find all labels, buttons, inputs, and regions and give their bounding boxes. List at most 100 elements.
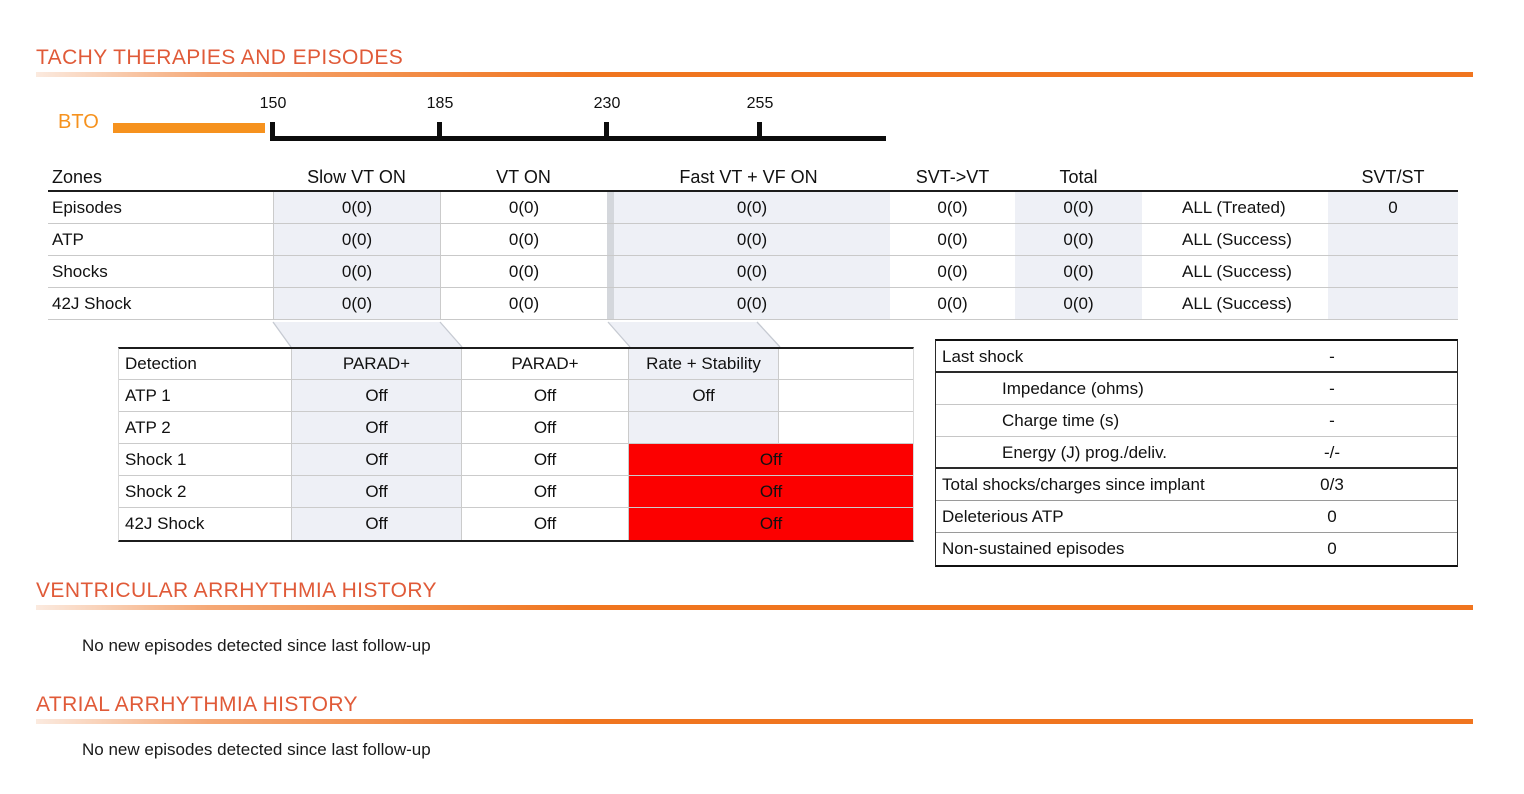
zone-cell: 0(0): [273, 288, 440, 319]
therapy-cell: [628, 412, 778, 443]
row-label: ATP 1: [125, 386, 171, 405]
col-header-svt-vt: SVT->VT: [915, 167, 990, 187]
summary-value: -: [1329, 347, 1335, 366]
zone-cell: 0: [1328, 192, 1458, 223]
summary-label: Non-sustained episodes: [942, 539, 1125, 558]
therapy-cell: Off: [291, 412, 461, 443]
ventricular-section-title: VENTRICULAR ARRHYTHMIA HISTORY: [36, 579, 437, 602]
therapy-cell-alert: Off: [628, 444, 913, 475]
zone-cell: 0(0): [607, 256, 890, 287]
section-rule: [36, 72, 1473, 77]
therapy-cell: Off: [628, 380, 778, 411]
summary-row-total-shocks: Total shocks/charges since implant 0/3: [936, 469, 1457, 501]
ventricular-status-text: No new episodes detected since last foll…: [82, 636, 431, 655]
table-row-atp1: ATP 1 Off Off Off: [119, 380, 913, 412]
zone-cell: 0(0): [607, 288, 890, 319]
table-row-shock2: Shock 2 Off Off Off: [119, 476, 913, 508]
summary-label: Charge time (s): [1002, 411, 1120, 430]
empty-cell: [778, 349, 913, 379]
therapy-cell: Off: [461, 380, 628, 411]
detection-table-header: Detection PARAD+ PARAD+ Rate + Stability: [119, 349, 913, 380]
therapy-cell: Off: [291, 380, 461, 411]
table-row-42j-shock-det: 42J Shock Off Off Off: [119, 508, 913, 540]
rate-tick: [757, 122, 762, 141]
zone-cell: 0(0): [273, 256, 440, 287]
table-row-42j-shock: 42J Shock 0(0) 0(0) 0(0) 0(0) 0(0) ALL (…: [48, 288, 1458, 320]
zone-cell: 0(0): [937, 262, 968, 281]
zone-cell: 0(0): [1015, 192, 1142, 223]
row-label: ATP 2: [125, 418, 171, 437]
rate-tick-label: 150: [259, 95, 287, 112]
all-scope-label: ALL (Success): [1182, 230, 1292, 249]
col-header-spacer: [1142, 163, 1328, 190]
summary-row-energy: Energy (J) prog./deliv. -/-: [936, 437, 1457, 469]
atrial-status-text: No new episodes detected since last foll…: [82, 740, 431, 759]
therapy-cell: Off: [461, 412, 628, 443]
col-header-total: Total: [1059, 167, 1098, 187]
col-header-svt-st: SVT/ST: [1361, 167, 1425, 187]
rate-tick: [437, 122, 442, 141]
col-header-zones: Zones: [52, 167, 103, 187]
zone-cell: [1328, 288, 1458, 319]
summary-row-impedance: Impedance (ohms) -: [936, 373, 1457, 405]
row-label: ATP: [52, 230, 84, 249]
table-row-atp: ATP 0(0) 0(0) 0(0) 0(0) 0(0) ALL (Succes…: [48, 224, 1458, 256]
all-scope-label: ALL (Success): [1182, 262, 1292, 281]
therapy-cell: Off: [291, 476, 461, 507]
zone-cell: [1328, 224, 1458, 255]
row-label: 42J Shock: [125, 514, 205, 533]
section-rule: [36, 605, 1473, 610]
rate-tick-label: 255: [746, 95, 774, 112]
zone-cell: 0(0): [1015, 256, 1142, 287]
zones-table-header: Zones Slow VT ON VT ON Fast VT + VF ON S…: [48, 163, 1458, 192]
col-header-fast-vt-vf: Fast VT + VF ON: [679, 167, 818, 187]
col-header-slow-vt: Slow VT ON: [307, 167, 406, 187]
zones-episodes-table: Zones Slow VT ON VT ON Fast VT + VF ON S…: [48, 163, 1458, 320]
rate-tick-label: 185: [426, 95, 454, 112]
zone-cell: 0(0): [607, 224, 890, 255]
zone-cell: 0(0): [440, 192, 607, 223]
zone-cell: 0(0): [440, 256, 607, 287]
detection-therapy-table: Detection PARAD+ PARAD+ Rate + Stability…: [118, 347, 914, 542]
row-label: Shocks: [52, 262, 108, 281]
row-label: Shock 1: [125, 450, 187, 469]
zone-cell: 0(0): [440, 224, 607, 255]
empty-cell: [778, 380, 913, 411]
zone-column-connectors: [272, 321, 781, 348]
zone-cell: 0(0): [273, 192, 440, 223]
summary-value: 0: [1327, 507, 1337, 526]
all-scope-label: ALL (Success): [1182, 294, 1292, 313]
section-rule: [36, 719, 1473, 724]
summary-value: -/-: [1323, 443, 1341, 462]
therapy-cell: Off: [291, 444, 461, 475]
col-header-detection: Detection: [125, 354, 197, 373]
zone-cell: 0(0): [937, 230, 968, 249]
zone-cell: 0(0): [440, 288, 607, 319]
bto-rate-bar: [113, 123, 265, 133]
summary-label: Last shock: [942, 347, 1024, 366]
row-label: Episodes: [52, 198, 122, 217]
col-header-vt: VT ON: [496, 167, 551, 187]
summary-value: -: [1329, 379, 1335, 398]
tachy-section-title: TACHY THERAPIES AND EPISODES: [36, 46, 404, 69]
zone-cell: 0(0): [937, 294, 968, 313]
col-header-rate-stability: Rate + Stability: [628, 349, 778, 379]
summary-row-last-shock: Last shock -: [936, 341, 1457, 373]
shock-summary-panel: Last shock - Impedance (ohms) - Charge t…: [935, 339, 1458, 567]
summary-label: Total shocks/charges since implant: [942, 475, 1205, 494]
therapy-cell: Off: [291, 508, 461, 540]
zone-cell: 0(0): [1015, 224, 1142, 255]
therapy-cell: Off: [461, 508, 628, 540]
row-label: 42J Shock: [52, 294, 132, 313]
summary-label: Impedance (ohms): [1002, 379, 1144, 398]
zone-cell: 0(0): [607, 192, 890, 223]
therapy-cell-alert: Off: [628, 508, 913, 540]
table-row-atp2: ATP 2 Off Off: [119, 412, 913, 444]
summary-value: -: [1329, 411, 1335, 430]
table-row-episodes: Episodes 0(0) 0(0) 0(0) 0(0) 0(0) ALL (T…: [48, 192, 1458, 224]
table-row-shock1: Shock 1 Off Off Off: [119, 444, 913, 476]
summary-value: 0: [1327, 539, 1337, 558]
therapy-cell-alert: Off: [628, 476, 913, 507]
summary-row-deleterious-atp: Deleterious ATP 0: [936, 501, 1457, 533]
